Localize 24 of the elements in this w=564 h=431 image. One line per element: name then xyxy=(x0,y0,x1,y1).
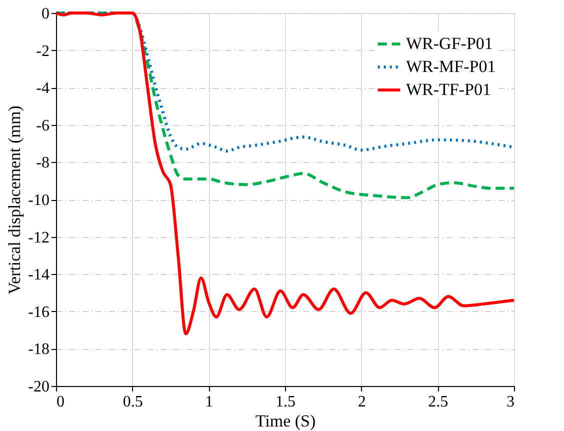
x-tick-label: 0 xyxy=(56,394,64,410)
legend-label: WR-MF-P01 xyxy=(406,57,496,76)
legend-label: WR-TF-P01 xyxy=(406,80,491,99)
y-tick-label: -2 xyxy=(36,42,50,60)
x-tick-label: 2 xyxy=(358,394,366,410)
x-axis-title: Time (S) xyxy=(255,412,316,430)
y-tick-label: -4 xyxy=(36,80,50,98)
x-tick-label: 1 xyxy=(205,394,214,410)
y-tick-label: -12 xyxy=(28,229,50,246)
y-tick-label: -8 xyxy=(36,154,50,172)
y-tick-label: -16 xyxy=(28,304,50,321)
y-tick-label: -18 xyxy=(28,341,50,358)
x-tick-label: 3 xyxy=(506,394,514,410)
y-axis-title: Vertical displacement (mm) xyxy=(5,106,24,294)
line-series xyxy=(54,12,516,336)
x-tick-label: 0.5 xyxy=(122,394,143,410)
x-tick-label: 2.5 xyxy=(428,394,448,410)
y-tick-label: 0 xyxy=(42,6,50,22)
y-tick-label: -6 xyxy=(36,117,50,134)
y-tick-label: -14 xyxy=(28,266,50,284)
y-tick-label: -20 xyxy=(28,378,50,396)
y-tick-label: -10 xyxy=(28,192,50,209)
legend-label: WR-GF-P01 xyxy=(406,34,493,53)
x-tick-label: 1.5 xyxy=(276,394,296,410)
